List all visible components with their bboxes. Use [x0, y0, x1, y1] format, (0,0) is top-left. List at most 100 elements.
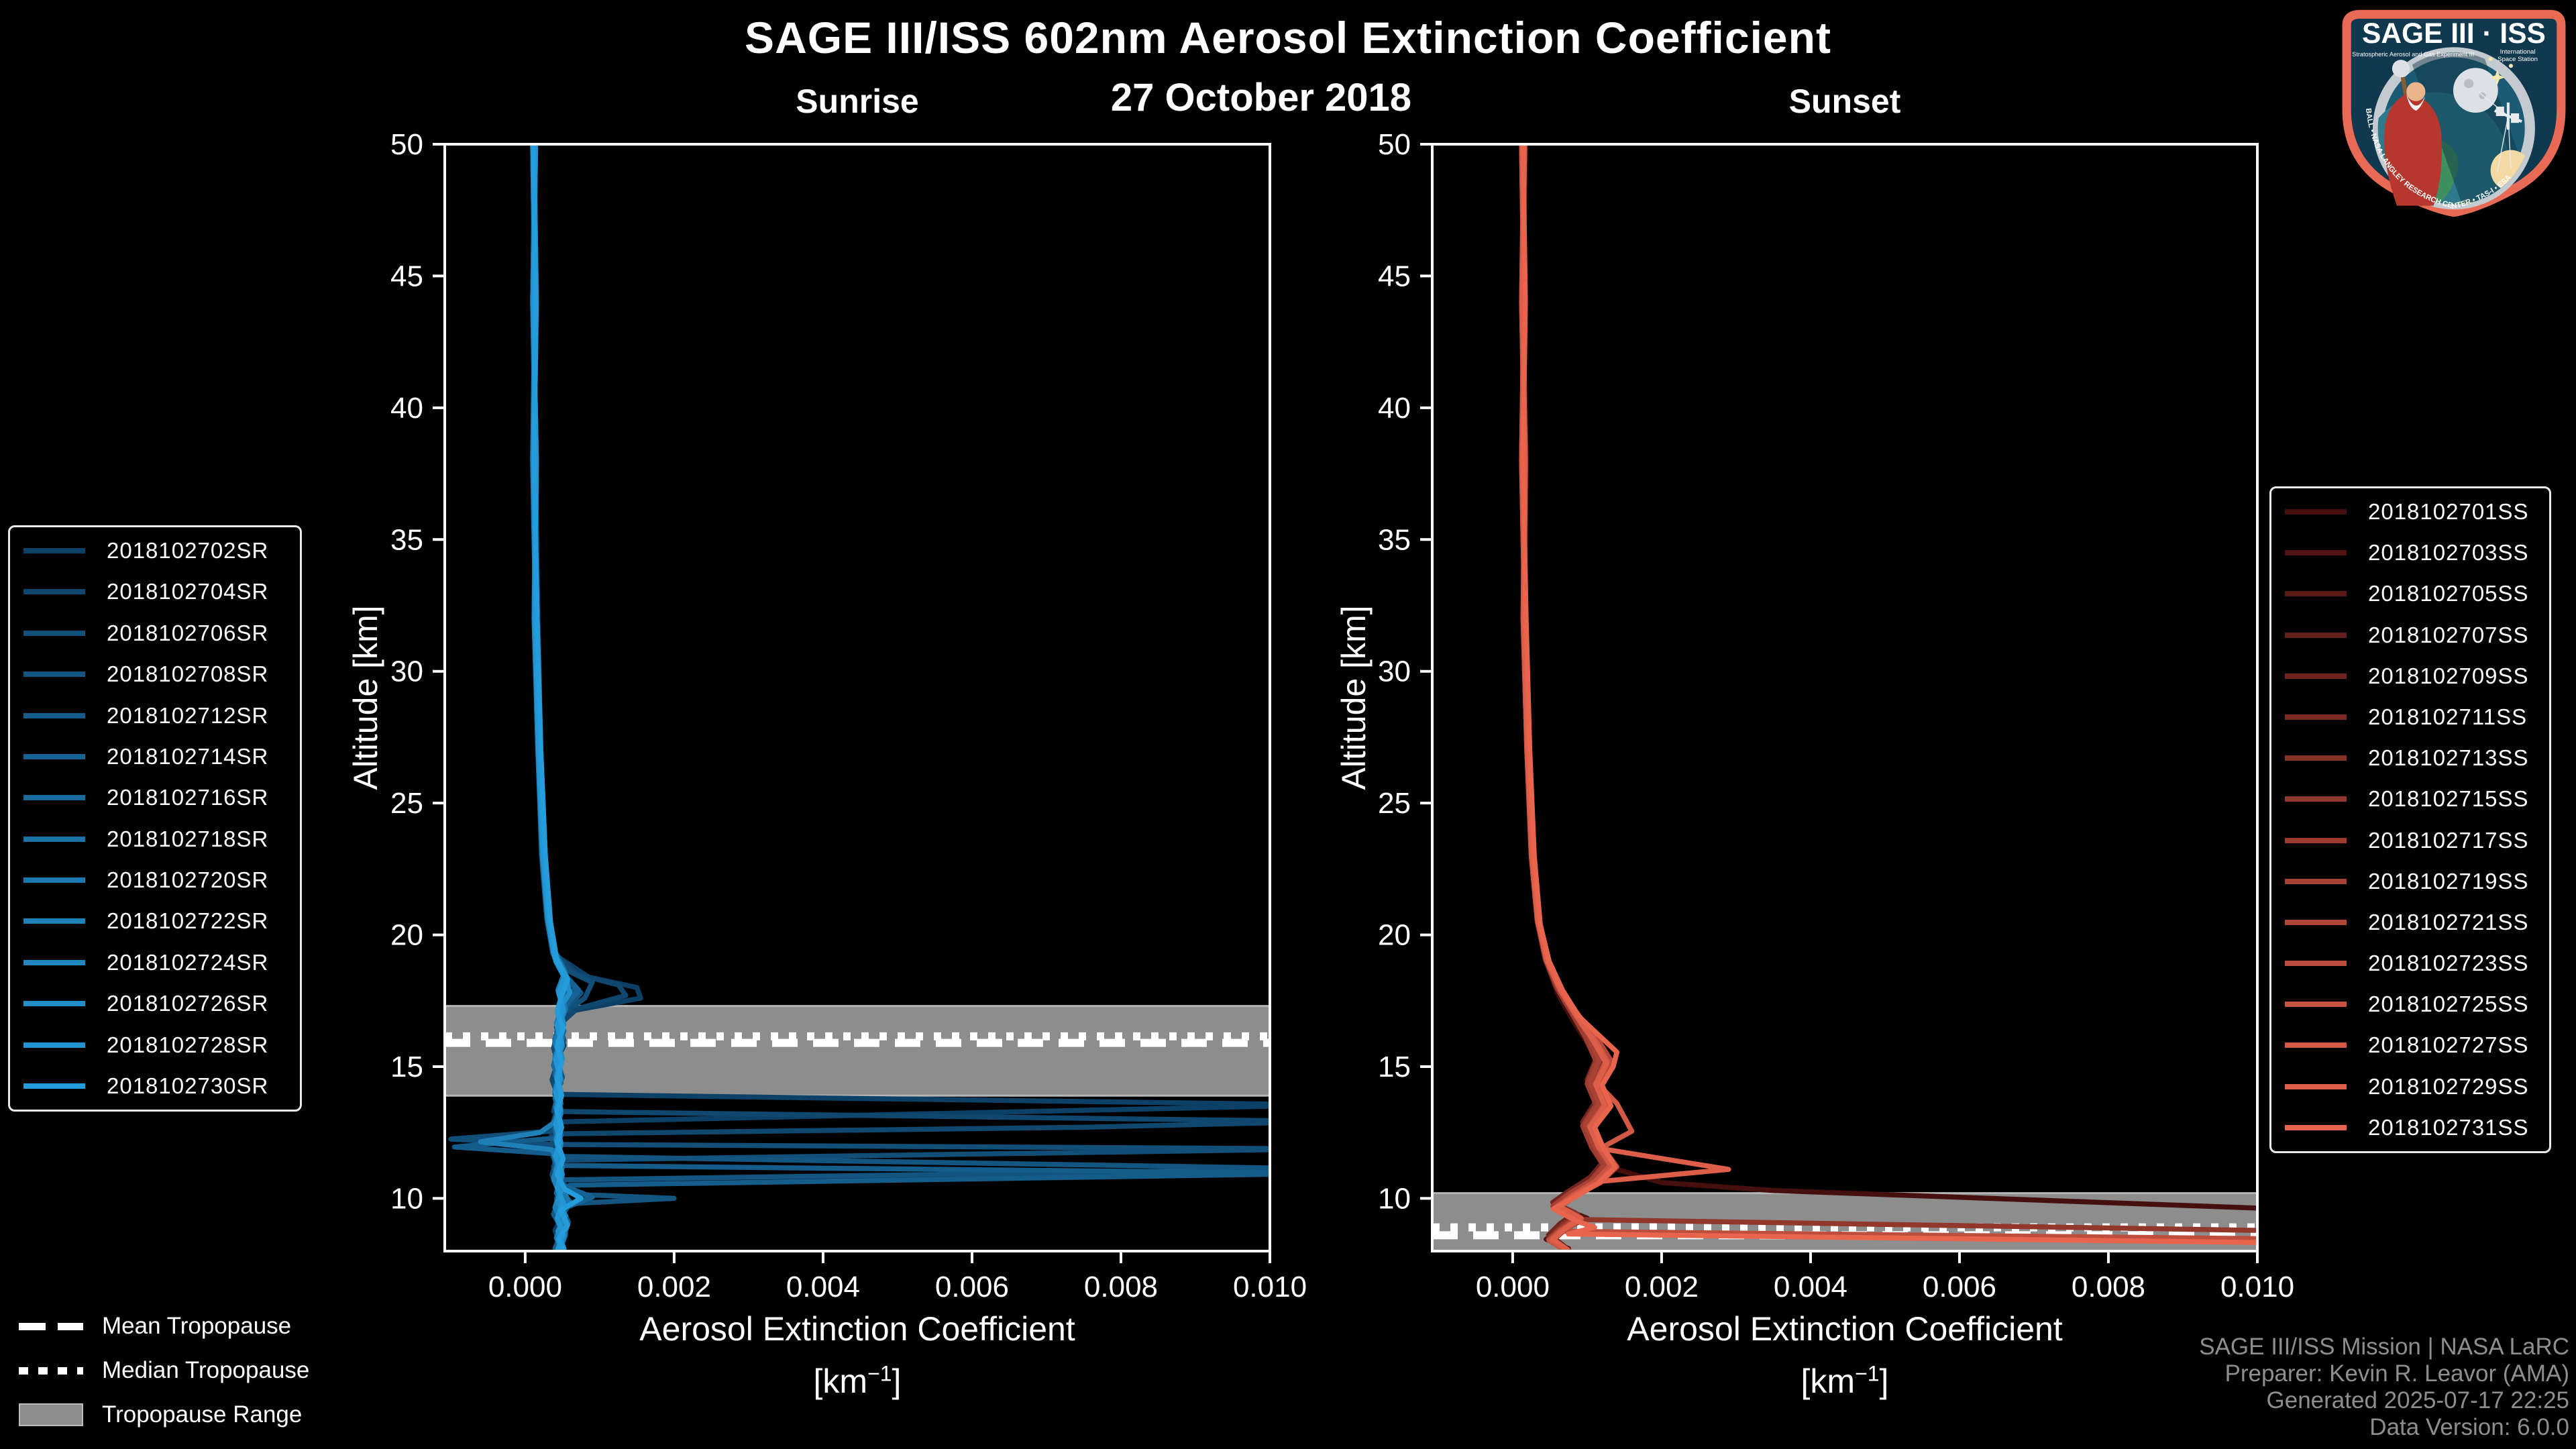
- legend-item: 2018102701SS: [2285, 499, 2536, 525]
- profile-line: [531, 144, 584, 1251]
- credit-line-generated: Generated 2025-07-17 22:25: [2266, 1387, 2569, 1413]
- legend-item: 2018102729SS: [2285, 1074, 2536, 1099]
- figure-head: [2406, 82, 2426, 101]
- y-tick-label: 40: [1378, 392, 1411, 425]
- legend-line-swatch: [2285, 673, 2347, 679]
- mean-tropopause-label: Mean Tropopause: [102, 1313, 292, 1339]
- range-patch-swatch: [19, 1403, 83, 1426]
- x-tick-label: 0.002: [637, 1271, 711, 1303]
- legend-line-swatch: [2285, 714, 2347, 720]
- legend-item: 2018102713SS: [2285, 745, 2536, 771]
- legend-line-swatch: [23, 548, 85, 553]
- legend-event-label: 2018102721SS: [2368, 909, 2529, 934]
- profile-line: [1519, 144, 2257, 1233]
- y-tick-label: 50: [1378, 128, 1411, 161]
- legend-item: 2018102721SS: [2285, 910, 2536, 935]
- credit-line-preparer: Preparer: Kevin R. Leavor (AMA): [2224, 1360, 2569, 1387]
- legend-line-swatch: [23, 795, 85, 801]
- legend-event-label: 2018102702SR: [107, 538, 269, 563]
- legend-line-swatch: [23, 1001, 85, 1007]
- x-axis-label-text: Aerosol Extinction Coefficient: [639, 1310, 1075, 1348]
- x-tick-label: 0.000: [488, 1271, 562, 1303]
- profile-line: [1519, 144, 2257, 1211]
- legend-line-swatch: [2285, 509, 2347, 515]
- legend-item: 2018102716SR: [23, 785, 286, 810]
- legend-line-swatch: [2285, 796, 2347, 802]
- x-tick-label: 0.002: [1625, 1271, 1699, 1303]
- legend-item: 2018102702SR: [23, 538, 286, 564]
- legend-event-label: 2018102714SR: [107, 743, 269, 769]
- y-tick-label: 45: [390, 260, 423, 292]
- tropopause-range-label: Tropopause Range: [102, 1401, 303, 1428]
- x-axis-label-text: Aerosol Extinction Coefficient: [1627, 1310, 2063, 1348]
- legend-event-label: 2018102728SR: [107, 1032, 269, 1057]
- legend-line-swatch: [2285, 755, 2347, 761]
- sunrise-x-axis-label: Aerosol Extinction Coefficient [km−1]: [639, 1307, 1075, 1403]
- page-title: SAGE III/ISS 602nm Aerosol Extinction Co…: [745, 13, 1831, 62]
- legend-line-swatch: [2285, 961, 2347, 967]
- legend-line-swatch: [23, 918, 85, 924]
- legend-item: 2018102717SS: [2285, 828, 2536, 853]
- dotted-line-swatch: [19, 1366, 83, 1375]
- legend-item: 2018102715SS: [2285, 786, 2536, 812]
- sunrise-plot: 0.000 0.002 0.004 0.006 0.008 0.010 50 45 40 35 30…: [390, 128, 1307, 1303]
- sage-iii-iss-mission-logo: SAGE III · ISS Stratospheric Aerosol and…: [2342, 9, 2566, 217]
- legend-item: 2018102728SR: [23, 1032, 286, 1058]
- logo-subtitle-right-1: International: [2500, 48, 2536, 56]
- father-time-figure: [2384, 60, 2443, 207]
- legend-event-label: 2018102730SR: [107, 1073, 269, 1098]
- legend-item: 2018102712SR: [23, 703, 286, 729]
- legend-line-swatch: [2285, 919, 2347, 925]
- sunrise-panel-title: Sunrise: [796, 83, 919, 120]
- legend-line-swatch: [2285, 1002, 2347, 1008]
- x-tick-label: 0.006: [1923, 1271, 1996, 1303]
- y-tick-label: 40: [390, 392, 423, 425]
- legend-event-label: 2018102708SR: [107, 661, 269, 687]
- y-tick-label: 25: [1378, 787, 1411, 820]
- legend-line-swatch: [2285, 837, 2347, 843]
- legend-event-label: 2018102716SR: [107, 785, 269, 810]
- profile-line: [1520, 144, 2257, 1245]
- y-tick-label: 50: [390, 128, 423, 161]
- sunset-plot: 0.000 0.002 0.004 0.006 0.008 0.010 50 45 40 35 30…: [1378, 128, 2294, 1303]
- sunset-x-axis-label: Aerosol Extinction Coefficient [km−1]: [1627, 1307, 2062, 1403]
- y-tick-label: 10: [390, 1182, 423, 1215]
- legend-line-swatch: [2285, 1083, 2347, 1089]
- legend-event-label: 2018102703SS: [2368, 540, 2529, 566]
- legend-event-label: 2018102706SR: [107, 620, 269, 645]
- legend-event-label: 2018102715SS: [2368, 786, 2529, 812]
- legend-event-label: 2018102704SR: [107, 579, 269, 604]
- x-tick-label: 0.004: [1774, 1271, 1847, 1303]
- stars: [2488, 57, 2513, 85]
- median-tropopause-label: Median Tropopause: [102, 1357, 310, 1383]
- credit-text: SAGE III/ISS Mission | NASA LaRC Prepare…: [2199, 1334, 2569, 1441]
- legend-item: 2018102720SR: [23, 867, 286, 893]
- legend-line-swatch: [2285, 591, 2347, 597]
- legend-event-label: 2018102722SR: [107, 908, 269, 934]
- legend-item: 2018102726SR: [23, 991, 286, 1016]
- legend-item: 2018102704SR: [23, 579, 286, 604]
- median-tropopause-legend-item: Median Tropopause: [19, 1356, 309, 1385]
- axis-box: [443, 143, 1271, 1252]
- legend-event-label: 2018102718SR: [107, 826, 269, 851]
- sunset-event-legend: 2018102701SS 2018102703SS 2018102705SS 2018…: [2269, 486, 2551, 1153]
- profile-line: [1519, 144, 1635, 1251]
- legend-line-swatch: [2285, 632, 2347, 638]
- sunset-panel-title: Sunset: [1788, 83, 1901, 120]
- legend-item: 2018102711SS: [2285, 704, 2536, 730]
- legend-event-label: 2018102724SR: [107, 949, 269, 975]
- legend-line-swatch: [23, 959, 85, 965]
- legend-event-label: 2018102719SS: [2368, 868, 2529, 894]
- logo-title: SAGE III · ISS: [2362, 18, 2546, 50]
- y-tick-label: 30: [1378, 655, 1411, 688]
- credit-line-version: Data Version: 6.0.0: [2369, 1414, 2569, 1440]
- sunrise-y-axis-label: Altitude [km]: [347, 605, 384, 790]
- legend-event-label: 2018102713SS: [2368, 745, 2529, 771]
- moon: [2453, 68, 2498, 113]
- y-tick-label: 25: [390, 787, 423, 820]
- y-tick-label: 35: [1378, 523, 1411, 556]
- logo-subtitle-left: Stratospheric Aerosol and Gas Experiment…: [2352, 51, 2474, 58]
- legend-line-swatch: [23, 1042, 85, 1048]
- x-tick-label: 0.006: [935, 1271, 1009, 1303]
